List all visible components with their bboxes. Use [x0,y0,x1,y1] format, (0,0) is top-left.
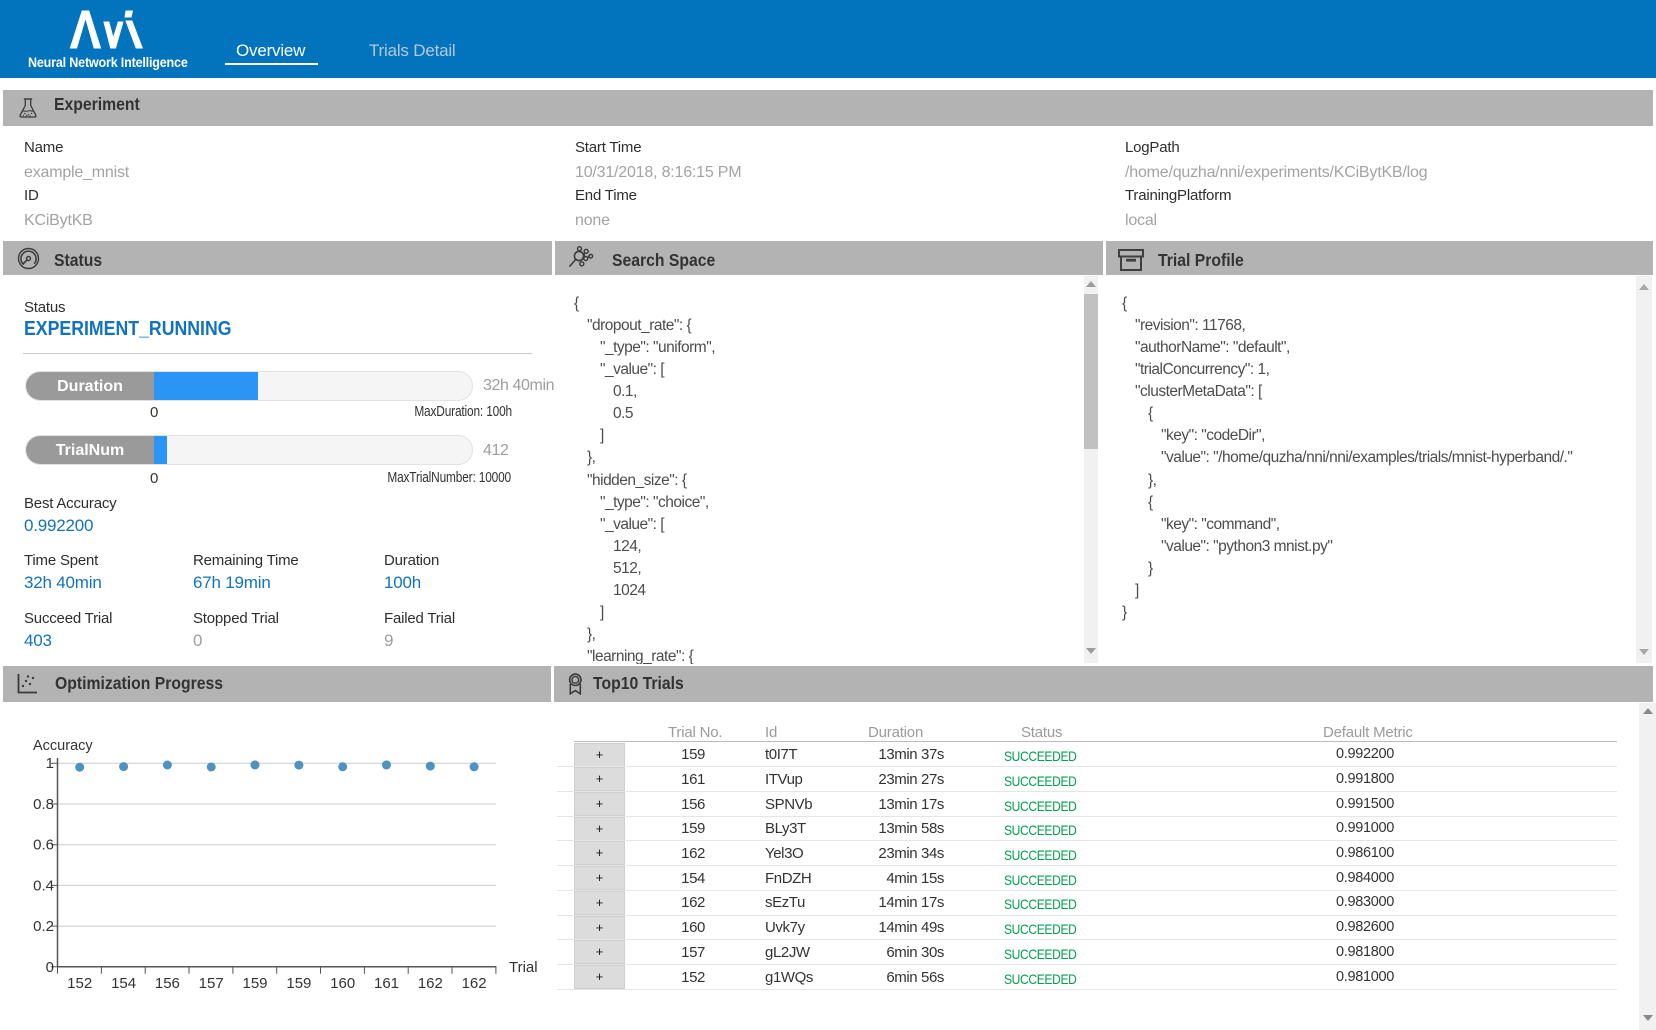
svg-text:154: 154 [111,975,136,992]
svg-text:Trial: Trial [509,959,538,976]
svg-text:162: 162 [462,975,487,992]
svg-text:0: 0 [46,959,54,976]
svg-text:0.6: 0.6 [33,837,54,854]
svg-text:161: 161 [374,975,399,992]
svg-text:Accuracy: Accuracy [33,738,93,754]
svg-text:0.4: 0.4 [33,877,54,894]
svg-text:1: 1 [46,755,54,772]
svg-text:162: 162 [418,975,443,992]
svg-text:0.8: 0.8 [33,796,54,813]
svg-text:0.2: 0.2 [33,918,54,935]
svg-text:156: 156 [155,975,180,992]
svg-text:159: 159 [286,975,311,992]
svg-text:160: 160 [330,975,355,992]
svg-text:157: 157 [199,975,224,992]
svg-text:159: 159 [242,975,267,992]
svg-text:152: 152 [67,975,92,992]
